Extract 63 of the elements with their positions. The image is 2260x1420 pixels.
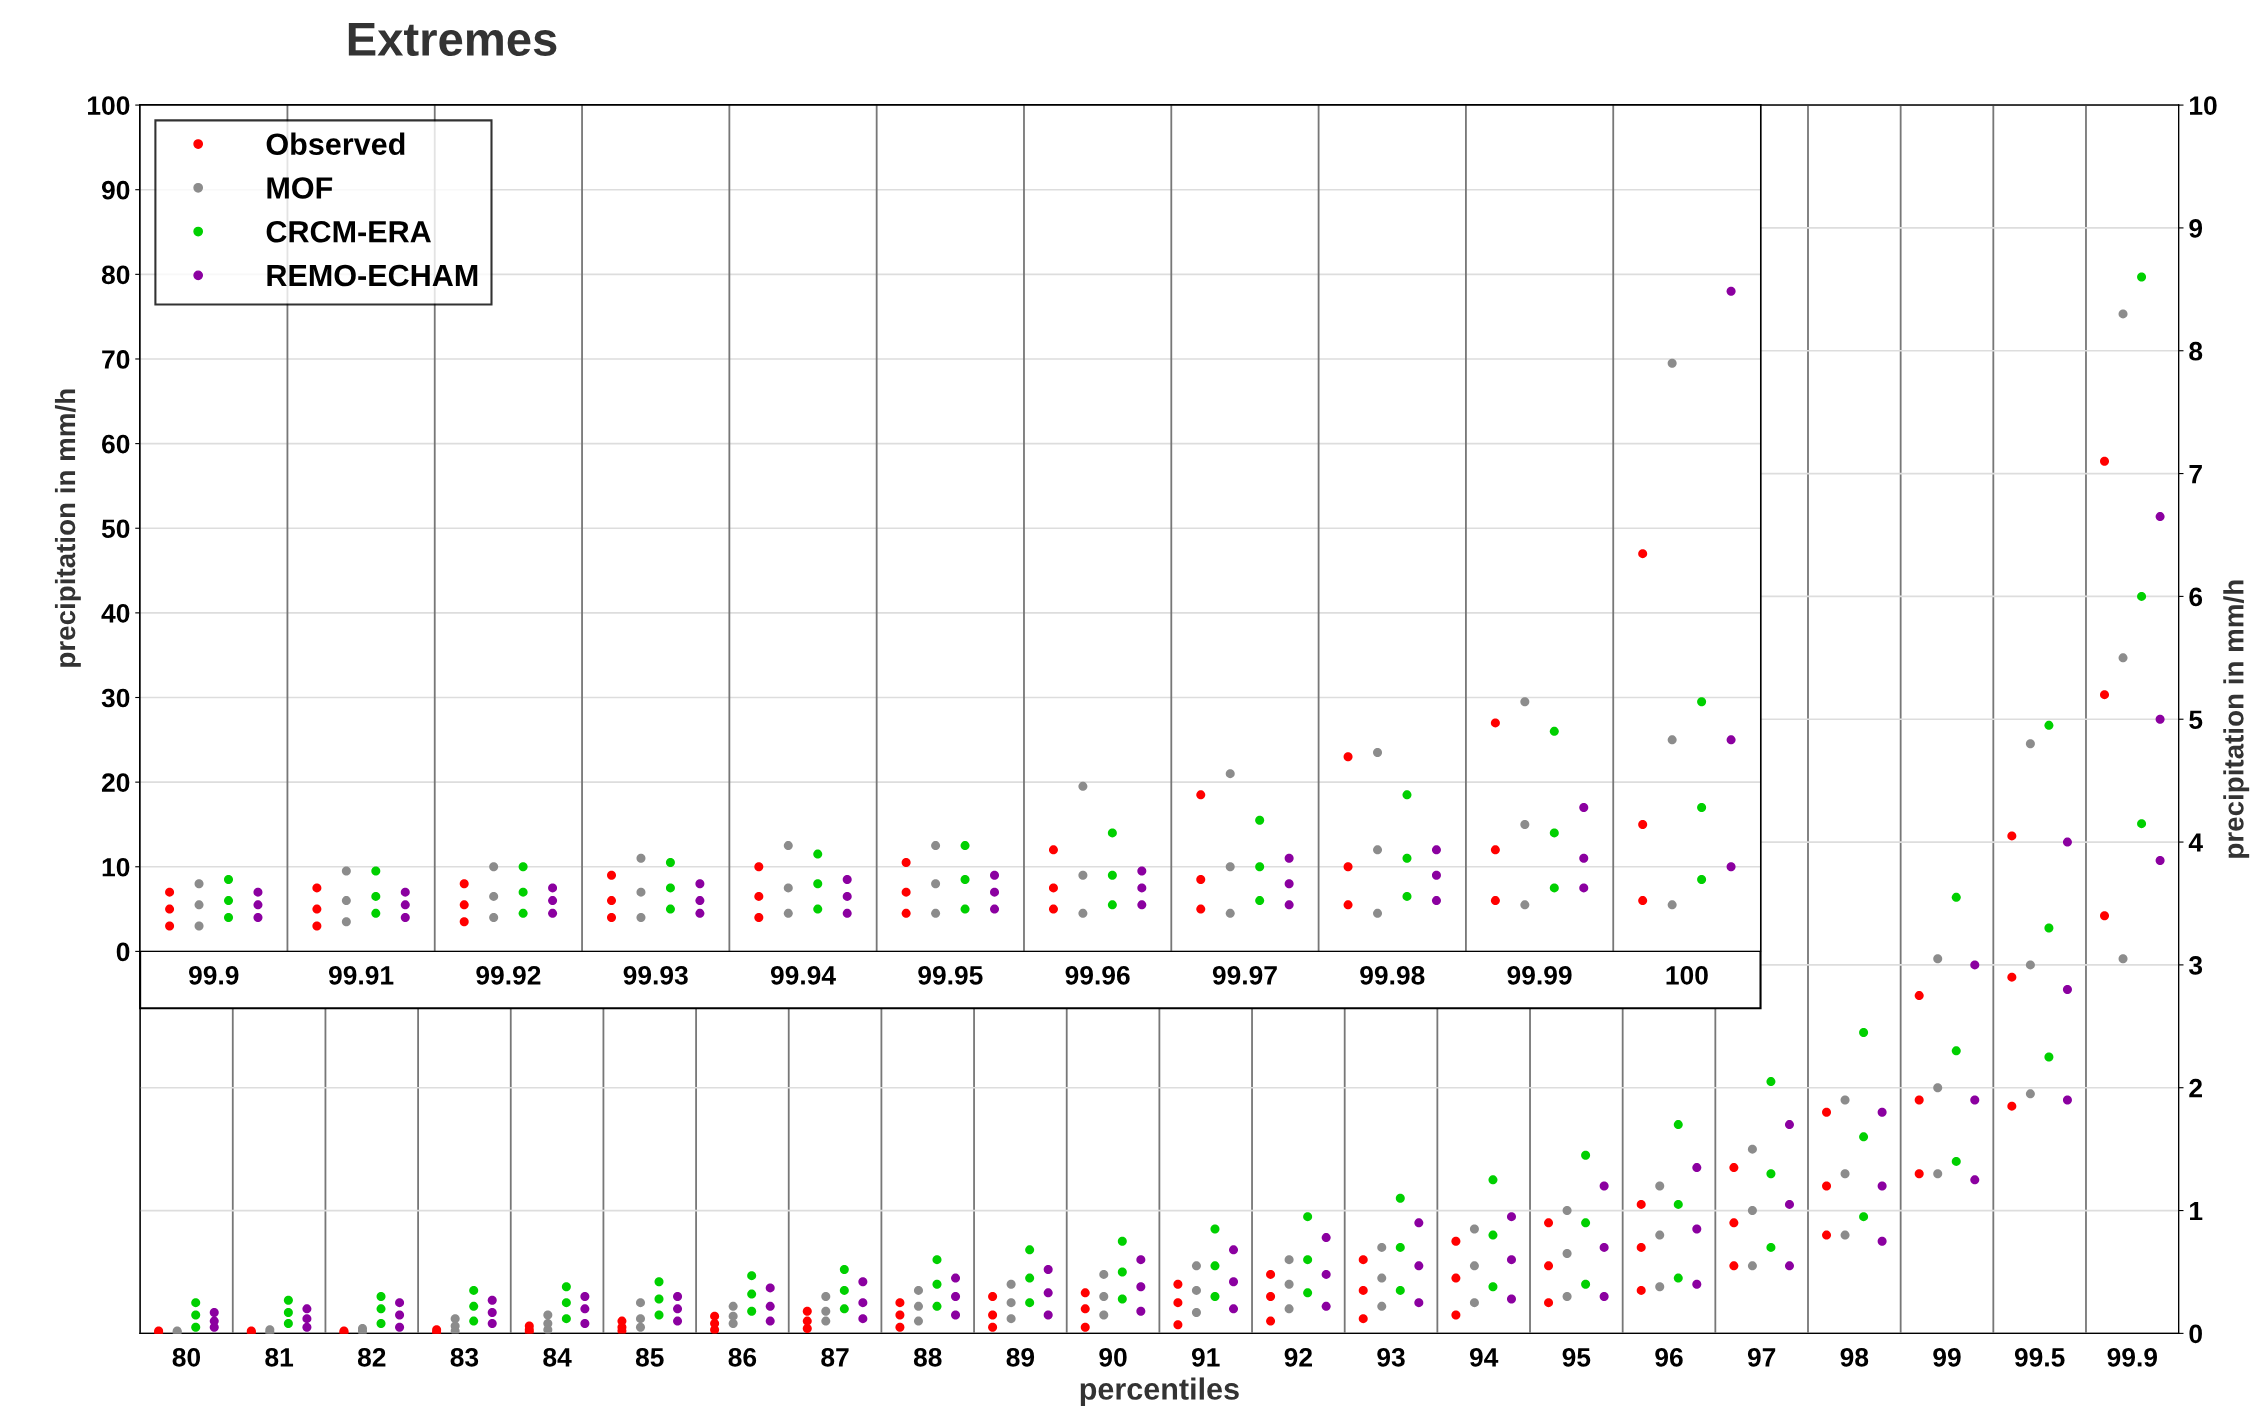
y2-tick-label: 9 — [2189, 219, 2203, 238]
x-tick-label: 90 — [1099, 1347, 1127, 1367]
x-tick-label: 99.98 — [1360, 965, 1425, 985]
x-tick-label: 94 — [1469, 1347, 1499, 1367]
x-tick-label: 99.9 — [189, 965, 239, 985]
y2-tick-label: 0 — [2189, 1324, 2202, 1344]
y2-axis-title: precipitation in mm/h — [2223, 580, 2250, 858]
x-tick-label: 99.91 — [328, 965, 394, 985]
x-tick-label: 99.94 — [770, 965, 836, 985]
y2-tick-label: 10 — [2190, 96, 2217, 115]
x-tick-label: 99.5 — [2014, 1347, 2065, 1367]
x-tick-label: 92 — [1284, 1347, 1312, 1367]
legend-label: MOF — [267, 177, 333, 199]
y2-tick-label: 8 — [2189, 341, 2203, 361]
legend-label: CRCM-ERA — [266, 220, 431, 243]
y2-tick-label: 5 — [2189, 710, 2203, 730]
y-tick-label: 60 — [102, 434, 130, 454]
y-tick-label: 10 — [102, 857, 130, 877]
y-tick-label: 80 — [101, 265, 130, 285]
x-tick-label: 87 — [821, 1347, 849, 1367]
y-tick-label: 90 — [101, 180, 130, 200]
y-tick-label: 0 — [116, 942, 130, 962]
x-tick-label: 84 — [543, 1347, 572, 1367]
x-tick-label: 99.92 — [476, 965, 541, 985]
y-axis-title: precipitation in mm/h — [54, 389, 81, 667]
y-tick-label: 70 — [102, 350, 130, 369]
y-tick-label: 30 — [101, 688, 130, 708]
x-tick-label: 99.97 — [1212, 965, 1277, 985]
y-tick-label: 20 — [101, 773, 130, 792]
x-tick-label: 100 — [1666, 965, 1708, 985]
legend-label: REMO-ECHAM — [267, 264, 478, 287]
y2-tick-label: 3 — [2188, 956, 2203, 975]
x-tick-label: 85 — [635, 1347, 664, 1367]
x-tick-label: 99.93 — [623, 965, 688, 985]
y-tick-label: 50 — [101, 519, 130, 539]
x-tick-label: 99.99 — [1507, 965, 1572, 985]
x-tick-label: 99 — [1933, 1347, 1961, 1367]
y-tick-label: 40 — [101, 604, 130, 623]
y2-tick-label: 4 — [2188, 833, 2203, 852]
x-tick-label: 98 — [1840, 1347, 1869, 1367]
y-tick-label: 100 — [88, 96, 130, 115]
x-tick-label: 86 — [728, 1347, 757, 1367]
x-tick-label: 99.96 — [1065, 965, 1130, 985]
x-tick-label: 91 — [1191, 1347, 1220, 1367]
x-tick-label: 80 — [172, 1347, 201, 1367]
x-axis-title: percentiles — [1080, 1377, 1239, 1406]
x-tick-label: 82 — [357, 1347, 386, 1367]
x-tick-label: 88 — [913, 1347, 942, 1367]
x-tick-label: 96 — [1655, 1347, 1683, 1367]
x-tick-label: 99.9 — [2107, 1347, 2158, 1367]
y2-tick-label: 6 — [2189, 587, 2203, 607]
x-tick-label: 83 — [450, 1347, 479, 1367]
chart-title: Extremes — [348, 23, 557, 56]
y2-tick-label: 7 — [2189, 464, 2202, 484]
x-tick-label: 99.95 — [918, 965, 983, 985]
y2-tick-label: 2 — [2189, 1078, 2202, 1098]
x-tick-label: 89 — [1006, 1347, 1035, 1367]
x-tick-label: 97 — [1747, 1347, 1776, 1367]
y2-tick-label: 1 — [2190, 1201, 2203, 1221]
x-tick-label: 81 — [265, 1347, 294, 1367]
x-tick-label: 93 — [1377, 1347, 1405, 1367]
x-tick-label: 95 — [1562, 1347, 1591, 1367]
legend-label: Observed — [266, 132, 405, 156]
